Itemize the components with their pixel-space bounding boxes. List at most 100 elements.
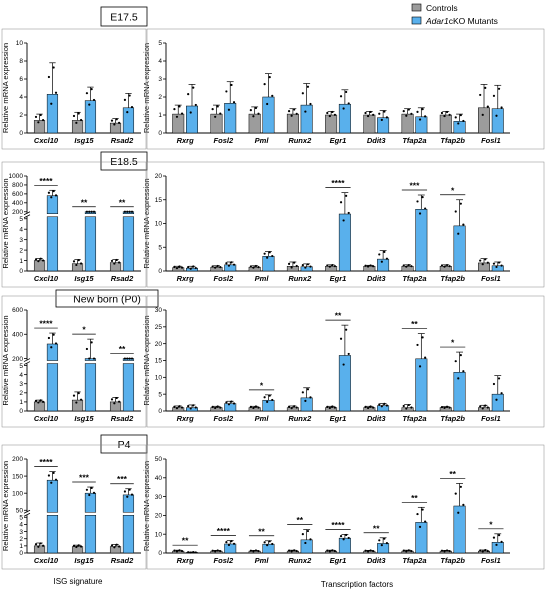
bar-mutants-isg15 [84,216,97,272]
y-tick-label: 5 [19,363,23,370]
bar-mutants-cxcl10 [46,94,59,134]
data-point [266,102,269,106]
data-point [410,549,413,553]
data-point [178,405,181,408]
category-ddit3: Ddit3 [363,250,390,283]
data-point [492,536,496,539]
panel-title-box [55,289,159,308]
data-point [249,265,252,268]
y-tick-label: 200 [12,456,23,463]
category-runx2: Runx2 ** [286,515,313,565]
axis-break-mark [23,361,31,365]
data-point [214,406,217,410]
y-tick-label: 1 [158,112,162,119]
category-label: Tfap2a [402,556,426,565]
bar-mutants-rsad2 [122,494,135,513]
data-point [497,377,501,380]
data-point [457,122,460,125]
data-point [492,262,496,265]
significance-label: ** [373,523,380,533]
data-point [326,549,329,552]
panel-p4-tf: 01020304050Rxrg**Fosl2****Pml**Runx2**Eg… [142,456,510,565]
data-point [54,342,58,345]
data-point [115,118,118,121]
bar-mutants-rsad2 [122,515,135,554]
panel-title-e17-5: E17.5 [110,11,138,23]
data-point [232,402,236,405]
data-point [402,110,405,113]
category-label: Cxcl10 [34,274,59,283]
data-point [405,550,408,553]
significance-label: **** [39,319,53,329]
y-axis-label: Relative mRNA expression [142,43,151,133]
data-point [339,337,343,340]
data-point [232,542,236,545]
data-point [287,262,291,265]
data-point [268,394,271,397]
category-label: Ddit3 [367,556,387,565]
panel-frame [146,444,545,570]
data-point [113,123,116,126]
bar-mutants-tfap2a [415,522,428,554]
significance-label: **** [331,178,345,188]
data-point [342,107,345,110]
y-tick-label: 10 [155,531,163,538]
bar-controls-fosl1 [478,107,490,134]
data-point [328,406,331,410]
data-point [331,549,334,552]
data-point [484,86,487,90]
data-point [421,196,424,199]
significance-label: * [451,185,455,195]
panel-p4-isg: 01234550100150200Cxcl10****Isg15***Rsad2… [1,456,141,565]
panel-frame [146,295,545,428]
data-point [364,264,367,267]
bar-mutants-pml [262,399,275,412]
data-point [130,210,134,213]
data-point [328,265,331,268]
data-point [301,264,304,267]
category-fosl1: Fosl1 * [478,519,504,565]
data-point [416,343,419,347]
category-label: Ddit3 [367,274,387,283]
category-fosl2: Fosl2 [210,81,237,145]
data-point [92,357,96,360]
data-point [383,250,386,253]
data-point [424,520,427,523]
data-point [416,110,419,113]
data-point [211,405,214,408]
data-point [79,398,83,401]
y-tick-label: 50 [155,456,163,463]
data-point [75,545,78,549]
y-tick-label: 25 [155,324,163,331]
data-point [347,536,350,540]
data-point [128,357,131,360]
axis-break-mark [23,214,31,219]
data-point [249,109,252,112]
category-label: Runx2 [288,414,312,423]
category-label: Tfap2b [440,274,465,283]
data-point [85,210,89,213]
category-label: Pml [255,414,270,423]
data-point [219,266,222,269]
data-point [52,190,55,193]
data-point [345,194,348,197]
y-axis-label: Relative mRNA expression [142,461,151,551]
data-point [492,94,496,97]
significance-label: ** [449,469,456,479]
data-point [293,405,296,408]
y-tick-label: 600 [12,307,23,314]
data-point [407,403,410,407]
data-point [290,114,293,117]
bar-mutants-tfap2a [415,116,428,134]
data-point [347,211,350,215]
category-label: Fosl1 [481,274,501,283]
data-point [295,406,298,409]
data-point [115,396,118,400]
category-rxrg: Rxrg ** [172,536,198,565]
category-label: Tfap2a [402,414,426,423]
data-point [88,493,91,497]
category-isg15: Isg15 *** [71,473,97,565]
y-axis-label: Relative mRNA expression [1,461,10,551]
